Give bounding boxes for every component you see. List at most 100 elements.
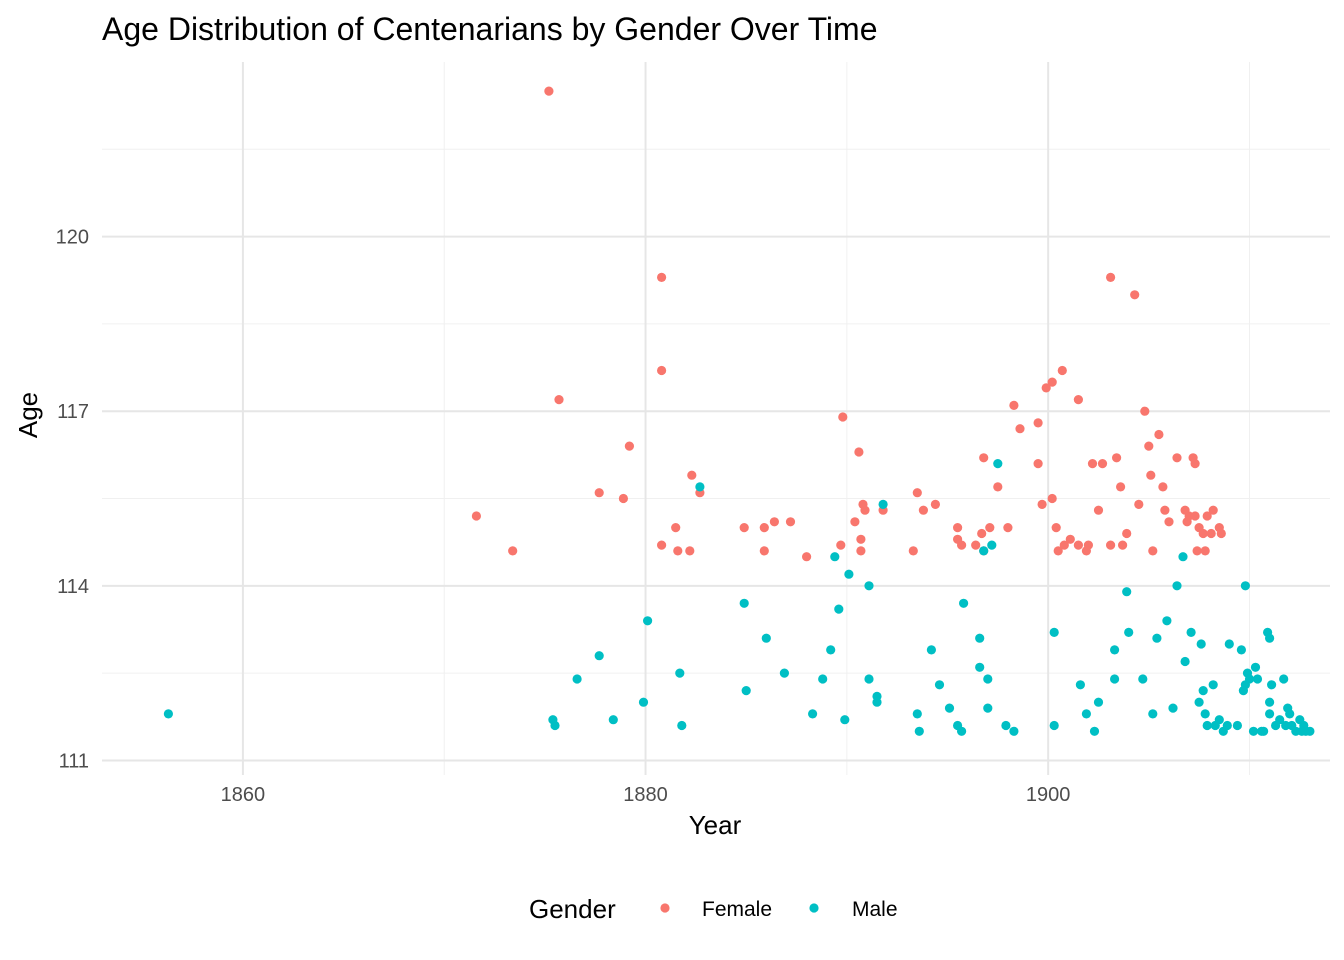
- data-point-female: [1051, 523, 1061, 533]
- data-points: [163, 86, 1315, 736]
- data-point-female: [785, 517, 796, 527]
- data-point-female: [1146, 470, 1156, 480]
- data-point-female: [1093, 505, 1104, 515]
- data-point-female: [1216, 528, 1226, 539]
- data-point-female: [930, 499, 941, 509]
- data-point-male: [1049, 720, 1059, 731]
- series-male: [163, 459, 1315, 736]
- legend-label-male: Male: [852, 898, 898, 921]
- x-tick-label: 1860: [221, 784, 266, 806]
- data-point-male: [864, 581, 874, 591]
- data-point-male: [834, 604, 844, 614]
- legend-key-male: [809, 903, 819, 913]
- data-point-male: [1009, 726, 1019, 736]
- data-point-male: [1172, 581, 1182, 591]
- data-point-male: [1186, 627, 1196, 638]
- data-point-male: [1194, 697, 1204, 707]
- data-point-female: [802, 552, 812, 562]
- data-point-female: [739, 523, 749, 533]
- legend-key-female: [660, 903, 670, 913]
- data-point-male: [608, 715, 618, 725]
- data-point-male: [1275, 715, 1285, 725]
- data-point-male: [643, 616, 653, 626]
- data-point-male: [983, 674, 993, 684]
- x-axis-ticks: 1860 1880 1900: [221, 784, 1071, 806]
- data-point-female: [1148, 546, 1158, 556]
- series-female: [471, 86, 1226, 562]
- data-point-male: [830, 552, 840, 562]
- data-point-male: [550, 720, 560, 731]
- data-point-male: [1110, 645, 1120, 655]
- data-point-female: [1206, 528, 1216, 539]
- data-point-female: [1106, 272, 1116, 282]
- data-point-female: [856, 546, 866, 556]
- data-point-male: [1198, 686, 1208, 696]
- data-point-female: [860, 505, 870, 515]
- data-point-female: [1154, 429, 1164, 440]
- data-point-female: [1140, 406, 1150, 416]
- data-point-male: [912, 709, 922, 719]
- legend: Gender Female Male: [529, 894, 898, 924]
- data-point-male: [638, 697, 649, 707]
- data-point-female: [685, 546, 695, 556]
- data-point-male: [975, 662, 985, 672]
- data-point-male: [695, 482, 705, 492]
- data-point-male: [1265, 697, 1275, 707]
- data-point-female: [769, 517, 780, 527]
- data-point-female: [594, 488, 604, 498]
- data-point-female: [1041, 383, 1051, 393]
- data-point-female: [1033, 459, 1043, 469]
- data-point-female: [1116, 482, 1126, 492]
- data-point-female: [957, 540, 967, 550]
- data-point-female: [1003, 523, 1013, 533]
- x-tick-label: 1900: [1026, 784, 1071, 806]
- data-point-male: [1248, 726, 1259, 736]
- data-point-female: [1106, 540, 1116, 550]
- data-point-female: [908, 546, 918, 556]
- data-point-male: [1196, 639, 1206, 649]
- data-point-female: [508, 546, 518, 556]
- data-point-female: [856, 534, 866, 544]
- data-point-female: [1047, 493, 1057, 504]
- data-point-female: [1208, 505, 1218, 515]
- data-point-male: [993, 459, 1003, 469]
- data-point-female: [759, 546, 769, 556]
- data-point-male: [1152, 633, 1162, 643]
- data-point-male: [872, 697, 882, 707]
- data-point-female: [759, 523, 769, 533]
- data-point-female: [1144, 441, 1154, 451]
- data-point-female: [1057, 365, 1067, 376]
- data-point-male: [1110, 674, 1120, 684]
- data-point-female: [673, 546, 683, 556]
- data-point-male: [934, 680, 945, 690]
- data-point-male: [1232, 720, 1242, 731]
- data-point-male: [914, 726, 924, 736]
- data-point-male: [864, 674, 874, 684]
- data-point-female: [838, 412, 848, 422]
- data-point-female: [977, 528, 987, 539]
- data-point-female: [671, 523, 681, 533]
- data-point-male: [1122, 587, 1132, 597]
- data-point-female: [1047, 377, 1057, 387]
- x-tick-label: 1880: [623, 784, 668, 806]
- data-point-female: [918, 505, 929, 515]
- data-point-male: [1200, 709, 1210, 719]
- data-point-female: [1097, 459, 1108, 469]
- data-point-female: [618, 493, 629, 504]
- data-point-male: [1208, 680, 1218, 690]
- data-point-female: [854, 447, 864, 457]
- data-point-male: [808, 709, 818, 719]
- data-point-female: [1015, 424, 1025, 434]
- data-point-female: [1202, 511, 1212, 521]
- data-point-male: [1265, 633, 1275, 643]
- data-point-male: [1178, 552, 1188, 562]
- data-point-female: [1200, 546, 1210, 556]
- chart-title: Age Distribution of Centenarians by Gend…: [102, 11, 877, 47]
- data-point-male: [983, 703, 993, 713]
- legend-title: Gender: [529, 894, 616, 924]
- data-point-female: [1190, 459, 1200, 469]
- data-point-male: [1265, 709, 1275, 719]
- x-axis-title: Year: [689, 810, 742, 840]
- data-point-male: [675, 668, 685, 678]
- data-point-male: [1250, 662, 1261, 672]
